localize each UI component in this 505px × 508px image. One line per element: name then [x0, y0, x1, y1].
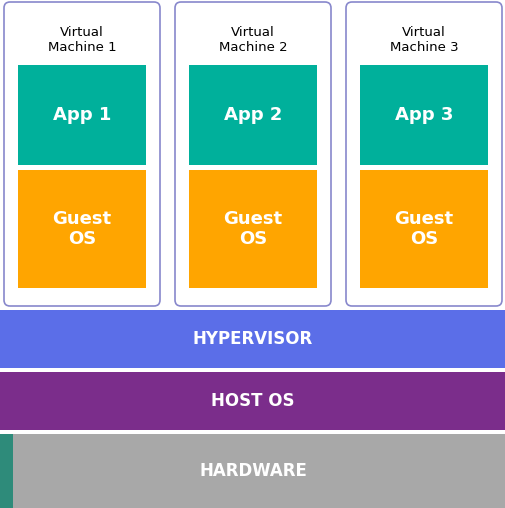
Text: HYPERVISOR: HYPERVISOR	[192, 330, 313, 348]
Text: Guest
OS: Guest OS	[394, 210, 452, 248]
Text: Virtual
Machine 1: Virtual Machine 1	[47, 26, 116, 54]
Text: HOST OS: HOST OS	[211, 392, 294, 410]
FancyBboxPatch shape	[4, 2, 160, 306]
Text: Virtual
Machine 3: Virtual Machine 3	[389, 26, 458, 54]
Bar	[359, 65, 487, 165]
Text: Guest
OS: Guest OS	[223, 210, 282, 248]
Bar	[189, 65, 316, 165]
FancyBboxPatch shape	[175, 2, 330, 306]
Bar	[18, 65, 146, 165]
FancyBboxPatch shape	[345, 2, 501, 306]
Bar	[359, 170, 487, 288]
Text: Guest
OS: Guest OS	[53, 210, 111, 248]
Text: App 1: App 1	[53, 106, 111, 124]
Bar	[0, 310, 505, 368]
Bar	[0, 372, 505, 430]
Bar	[0, 434, 13, 508]
Bar	[0, 434, 505, 508]
Text: HARDWARE: HARDWARE	[198, 462, 307, 480]
Text: App 2: App 2	[223, 106, 282, 124]
Text: App 3: App 3	[394, 106, 452, 124]
Bar	[18, 170, 146, 288]
Bar	[189, 170, 316, 288]
Text: Virtual
Machine 2: Virtual Machine 2	[218, 26, 287, 54]
